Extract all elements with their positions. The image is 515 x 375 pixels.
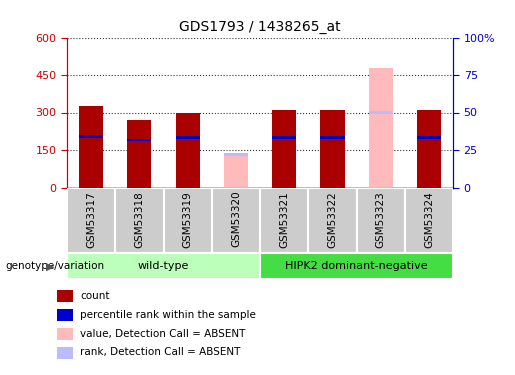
Text: rank, Detection Call = ABSENT: rank, Detection Call = ABSENT <box>80 348 241 357</box>
Bar <box>417 110 441 188</box>
Text: ▶: ▶ <box>45 261 54 271</box>
Bar <box>57 328 73 340</box>
Bar <box>163 188 212 253</box>
Bar <box>79 106 103 188</box>
Bar <box>67 253 260 279</box>
Bar <box>176 136 200 139</box>
Bar <box>57 346 73 358</box>
Bar <box>272 110 296 188</box>
Bar <box>405 188 453 253</box>
Bar <box>272 136 296 139</box>
Bar <box>369 111 393 114</box>
Bar <box>417 136 441 139</box>
Text: wild-type: wild-type <box>138 261 189 271</box>
Bar <box>260 188 308 253</box>
Text: HIPK2 dominant-negative: HIPK2 dominant-negative <box>285 261 428 271</box>
Text: GSM53323: GSM53323 <box>376 191 386 248</box>
Text: value, Detection Call = ABSENT: value, Detection Call = ABSENT <box>80 329 246 339</box>
Bar <box>127 120 151 188</box>
Bar <box>260 253 453 279</box>
Text: GSM53320: GSM53320 <box>231 191 241 248</box>
Text: genotype/variation: genotype/variation <box>5 261 104 271</box>
Text: GSM53322: GSM53322 <box>328 191 337 248</box>
Text: count: count <box>80 291 110 301</box>
Bar <box>320 136 345 139</box>
Bar <box>176 112 200 188</box>
Bar <box>369 68 393 188</box>
Bar <box>320 110 345 188</box>
Bar <box>127 139 151 141</box>
Text: GSM53324: GSM53324 <box>424 191 434 248</box>
Bar <box>67 188 115 253</box>
Bar <box>308 188 356 253</box>
Text: GSM53318: GSM53318 <box>134 191 144 248</box>
Text: percentile rank within the sample: percentile rank within the sample <box>80 310 256 320</box>
Bar <box>224 153 248 156</box>
Bar <box>212 188 260 253</box>
Bar <box>57 309 73 321</box>
Text: GSM53317: GSM53317 <box>86 191 96 248</box>
Bar <box>79 135 103 138</box>
Text: GSM53321: GSM53321 <box>279 191 289 248</box>
Bar <box>115 188 163 253</box>
Title: GDS1793 / 1438265_at: GDS1793 / 1438265_at <box>179 20 341 34</box>
Bar <box>224 155 248 188</box>
Bar <box>356 188 405 253</box>
Bar <box>57 290 73 302</box>
Text: GSM53319: GSM53319 <box>183 191 193 248</box>
